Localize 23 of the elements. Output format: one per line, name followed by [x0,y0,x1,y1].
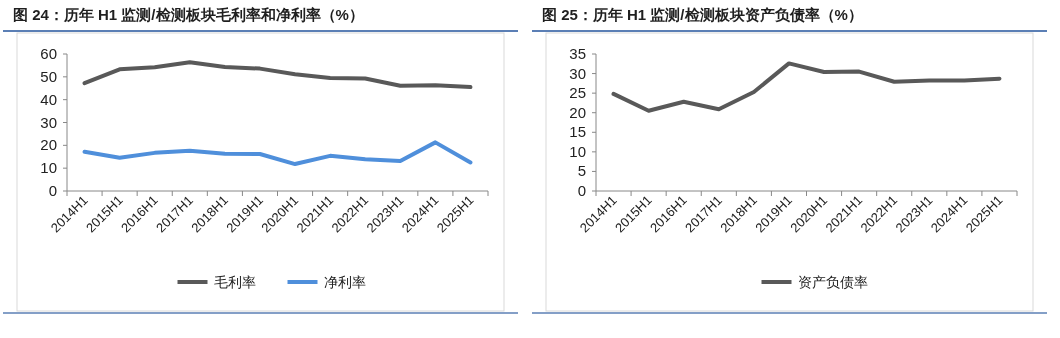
y-tick-label: 35 [569,45,586,62]
legend-label: 毛利率 [213,274,256,290]
y-tick-label: 20 [40,136,57,154]
legend-label: 净利率 [323,274,366,290]
y-tick-label: 40 [40,90,57,108]
y-tick-label: 60 [40,45,57,62]
y-tick-label: 15 [569,123,586,141]
y-tick-label: 5 [577,162,586,180]
legend-label: 资产负债率 [797,274,868,290]
y-tick-label: 30 [40,113,57,131]
y-tick-label: 25 [569,84,586,102]
chart-title: 图 25：历年 H1 监测/检测板块资产负债率（%） [542,6,863,23]
y-tick-label: 20 [569,103,586,121]
y-tick-label: 10 [40,159,57,177]
line-series [611,61,1002,113]
y-tick-label: 30 [569,64,586,82]
y-tick-label: 10 [569,142,586,160]
chart-title: 图 24：历年 H1 监测/检测板块毛利率和净利率（%） [13,6,364,23]
line-series [82,60,473,90]
y-tick-label: 50 [40,67,57,85]
y-tick-label: 0 [48,182,57,199]
line-series [82,140,473,167]
y-tick-label: 0 [577,182,586,199]
